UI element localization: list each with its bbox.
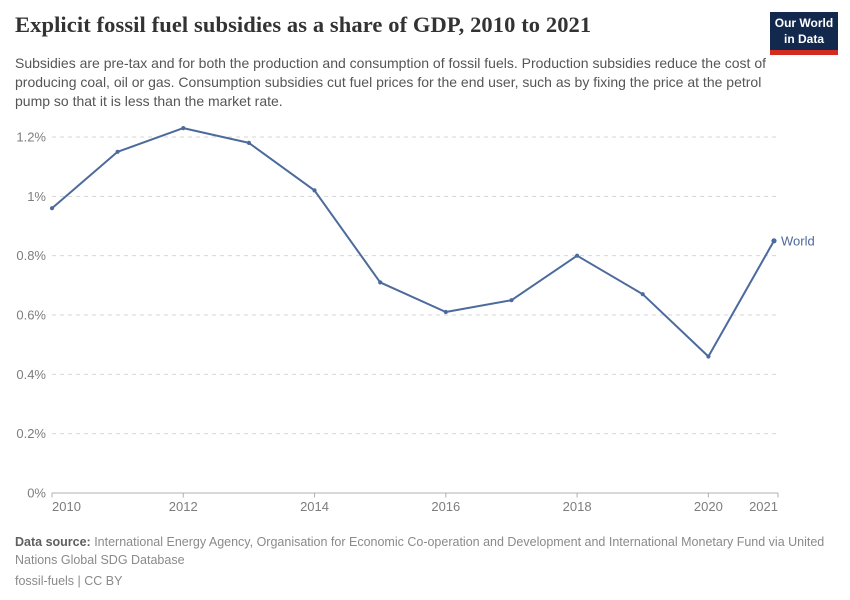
x-tick-label: 2014 [300,499,329,514]
series-end-label: World [781,233,815,248]
owid-logo-stripe [770,50,838,55]
data-source-line: Data source: International Energy Agency… [15,534,840,569]
chart-footer: Data source: International Energy Agency… [15,534,840,591]
data-source-label: Data source: [15,535,91,549]
data-point [181,126,186,131]
license-note[interactable]: fossil-fuels | CC BY [15,574,123,588]
x-tick-label: 2021 [749,499,778,514]
x-axis: 2010 2012 2014 2016 2018 2020 2021 [51,492,779,514]
data-point [509,298,514,303]
data-point [443,309,448,315]
y-tick-label: 0.6% [16,308,46,323]
data-point [246,140,251,145]
data-point [575,253,580,258]
chart-subtitle: Subsidies are pre-tax and for both the p… [15,55,766,109]
y-axis-labels: 0% 0.2% 0.4% 0.6% 0.8% 1% 1.2% [16,130,46,501]
y-tick-label: 0.8% [16,248,46,263]
x-tick-label: 2016 [431,499,460,514]
data-point [49,206,55,211]
data-point [706,354,711,359]
data-point [771,238,777,244]
y-tick-label: 0.4% [16,367,46,382]
data-point [312,188,317,193]
x-tick-label: 2020 [694,499,723,514]
y-tick-label: 0.2% [16,426,46,441]
y-tick-label: 1% [27,189,46,204]
x-tick-label: 2010 [52,499,81,514]
page-title: Explicit fossil fuel subsidies as a shar… [15,12,592,37]
data-point [115,149,120,154]
y-gridlines [52,136,778,435]
y-tick-label: 0% [27,486,46,501]
owid-logo[interactable]: Our World in Data [770,12,838,55]
series-line [51,127,775,358]
data-source-text: International Energy Agency, Organisatio… [15,535,825,567]
x-tick-label: 2012 [169,499,198,514]
owid-logo-text: Our World in Data [770,12,838,50]
x-tick-label: 2018 [563,499,592,514]
data-point [378,280,383,285]
owid-logo-line2: in Data [783,31,824,46]
data-point [640,292,645,297]
series-world: World [49,126,815,359]
y-tick-label: 1.2% [16,130,46,145]
owid-logo-line1: Our World [774,16,834,30]
line-chart-canvas[interactable]: 0% 0.2% 0.4% 0.6% 0.8% 1% 1.2% 2010 2012 2014 2016… [0,118,850,515]
